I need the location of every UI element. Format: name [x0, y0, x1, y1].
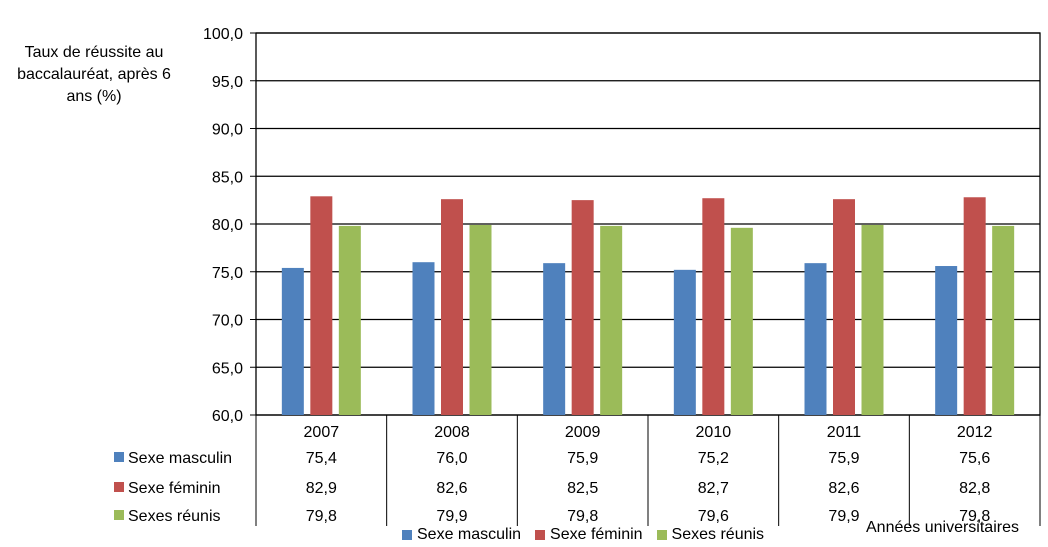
x-tick-label: 2012: [957, 424, 993, 441]
x-tick-label: 2009: [565, 424, 601, 441]
legend-swatch-reunis: [656, 530, 667, 540]
bar: [992, 225, 1015, 415]
table-value: 79,8: [959, 508, 990, 525]
bar: [412, 262, 435, 415]
table-row-swatch: [114, 452, 124, 462]
bar: [281, 267, 304, 415]
table-value: 82,6: [828, 480, 859, 497]
bar: [935, 266, 958, 415]
bar: [571, 200, 594, 415]
table-value: 79,6: [698, 508, 729, 525]
bar: [861, 224, 884, 415]
y-tick-label: 65,0: [212, 360, 243, 377]
y-tick-label: 85,0: [212, 169, 243, 186]
table-row-label: Sexe féminin: [128, 480, 221, 497]
legend-label-masculin: Sexe masculin: [417, 526, 522, 543]
bar: [963, 197, 986, 415]
table-value: 75,9: [828, 450, 859, 467]
table-value: 75,4: [306, 450, 337, 467]
x-tick-label: 2008: [434, 424, 470, 441]
bar: [543, 263, 566, 415]
x-tick-label: 2011: [827, 424, 862, 441]
table-value: 82,7: [698, 480, 729, 497]
y-tick-label: 70,0: [212, 313, 243, 330]
bar: [469, 224, 492, 415]
x-tick-label: 2007: [304, 424, 340, 441]
legend: Sexe masculin Sexe féminin Sexes réunis: [402, 526, 764, 544]
bar: [338, 225, 361, 415]
y-tick-label: 75,0: [212, 265, 243, 282]
table-row-label: Sexes réunis: [128, 508, 221, 525]
table-value: 79,8: [306, 508, 337, 525]
table-value: 75,9: [567, 450, 598, 467]
y-tick-label: 60,0: [212, 408, 243, 425]
bar: [600, 225, 623, 415]
legend-swatch-masculin: [402, 530, 412, 540]
table-value: 75,2: [698, 450, 729, 467]
table-value: 76,0: [436, 450, 467, 467]
bar: [673, 269, 696, 415]
x-axis-title: Années universitaires: [866, 519, 1019, 536]
table-value: 82,9: [306, 480, 337, 497]
bar: [441, 199, 463, 415]
legend-item-reunis: Sexes réunis: [656, 526, 765, 544]
table-row-swatch: [114, 482, 124, 492]
y-tick-label: 90,0: [212, 122, 243, 139]
legend-item-masculin: Sexe masculin: [402, 526, 521, 544]
bar: [310, 196, 333, 415]
table-value: 79,8: [567, 508, 598, 525]
legend-swatch-feminin: [535, 530, 546, 540]
legend-item-feminin: Sexe féminin: [535, 526, 643, 544]
table-value: 82,5: [567, 480, 598, 497]
table-row-label: Sexe masculin: [128, 450, 232, 467]
y-tick-label: 95,0: [212, 74, 243, 91]
x-tick-label: 2010: [696, 424, 732, 441]
table-value: 79,9: [828, 508, 859, 525]
legend-label-feminin: Sexe féminin: [550, 526, 643, 543]
legend-label-reunis: Sexes réunis: [671, 526, 765, 543]
bar: [804, 263, 827, 415]
table-value: 82,6: [436, 480, 467, 497]
bar: [730, 227, 753, 415]
y-tick-label: 100,0: [203, 26, 243, 43]
table-value: 82,8: [959, 480, 990, 497]
bar: [833, 199, 855, 415]
y-tick-label: 80,0: [212, 217, 243, 234]
bar: [702, 198, 725, 415]
table-value: 75,6: [959, 450, 990, 467]
y-axis-title: Taux de réussite au baccalauréat, après …: [17, 44, 171, 105]
table-value: 79,9: [436, 508, 467, 525]
table-row-swatch: [114, 510, 124, 520]
